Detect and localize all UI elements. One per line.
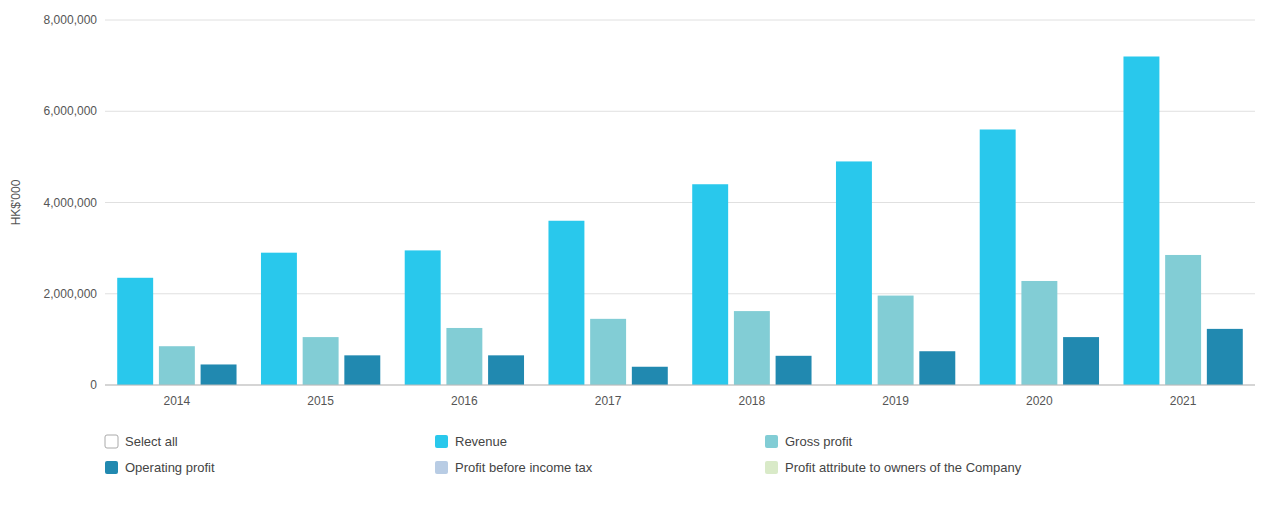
bar — [201, 364, 237, 385]
x-tick-label: 2016 — [451, 394, 478, 408]
legend: Select all Revenue Gross profit Operating p… — [105, 434, 1022, 475]
legend-swatch — [435, 435, 448, 448]
legend-swatch — [765, 461, 778, 474]
x-tick-label: 2015 — [307, 394, 334, 408]
x-tick-label: 2021 — [1170, 394, 1197, 408]
bars — [117, 57, 1243, 386]
y-tick-label: 6,000,000 — [44, 104, 98, 118]
legend-label: Operating profit — [125, 460, 215, 475]
legend-swatch — [765, 435, 778, 448]
y-tick-label: 2,000,000 — [44, 287, 98, 301]
legend-label: Profit before income tax — [455, 460, 593, 475]
y-tick-label: 0 — [90, 378, 97, 392]
grid-line — [105, 385, 1255, 386]
bar — [446, 328, 482, 385]
y-axis: 0 2,000,000 4,000,000 6,000,000 8,000,000 — [44, 13, 98, 392]
y-tick-label: 4,000,000 — [44, 196, 98, 210]
bar — [836, 161, 872, 385]
legend-label: Revenue — [455, 434, 507, 449]
x-tick-label: 2014 — [164, 394, 191, 408]
bar — [1063, 337, 1099, 385]
bar — [548, 221, 584, 385]
grid-line — [105, 202, 1255, 203]
bar — [919, 351, 955, 385]
legend-label: Profit attribute to owners of the Compan… — [785, 460, 1022, 475]
bar — [980, 130, 1016, 386]
x-tick-label: 2020 — [1026, 394, 1053, 408]
bar — [405, 250, 441, 385]
legend-label: Gross profit — [785, 434, 853, 449]
bar — [734, 311, 770, 385]
bar — [488, 355, 524, 385]
bar — [692, 184, 728, 385]
chart: 0 2,000,000 4,000,000 6,000,000 8,000,000 HK$… — [0, 0, 1280, 513]
legend-swatch — [435, 461, 448, 474]
legend-swatch — [105, 461, 118, 474]
legend-swatch — [105, 435, 118, 448]
bar — [1165, 255, 1201, 385]
legend-label: Select all — [125, 434, 178, 449]
bar — [344, 355, 380, 385]
grid-line — [105, 20, 1255, 21]
x-tick-label: 2017 — [595, 394, 622, 408]
bar — [303, 337, 339, 385]
x-tick-label: 2018 — [739, 394, 766, 408]
x-axis: 2014 2015 2016 2017 2018 2019 2020 2021 — [164, 394, 1197, 408]
bar — [159, 346, 195, 385]
bar — [261, 253, 297, 385]
bar — [776, 356, 812, 385]
bar — [1123, 57, 1159, 386]
y-tick-label: 8,000,000 — [44, 13, 98, 27]
bar — [878, 296, 914, 385]
bar — [1207, 329, 1243, 385]
bar — [117, 278, 153, 385]
y-axis-label: HK$'000 — [9, 179, 23, 225]
bar — [1021, 281, 1057, 385]
grid-line — [105, 111, 1255, 112]
bar — [590, 319, 626, 385]
bar — [632, 367, 668, 385]
x-axis-line — [105, 385, 1255, 386]
grid — [105, 20, 1255, 385]
x-tick-label: 2019 — [882, 394, 909, 408]
